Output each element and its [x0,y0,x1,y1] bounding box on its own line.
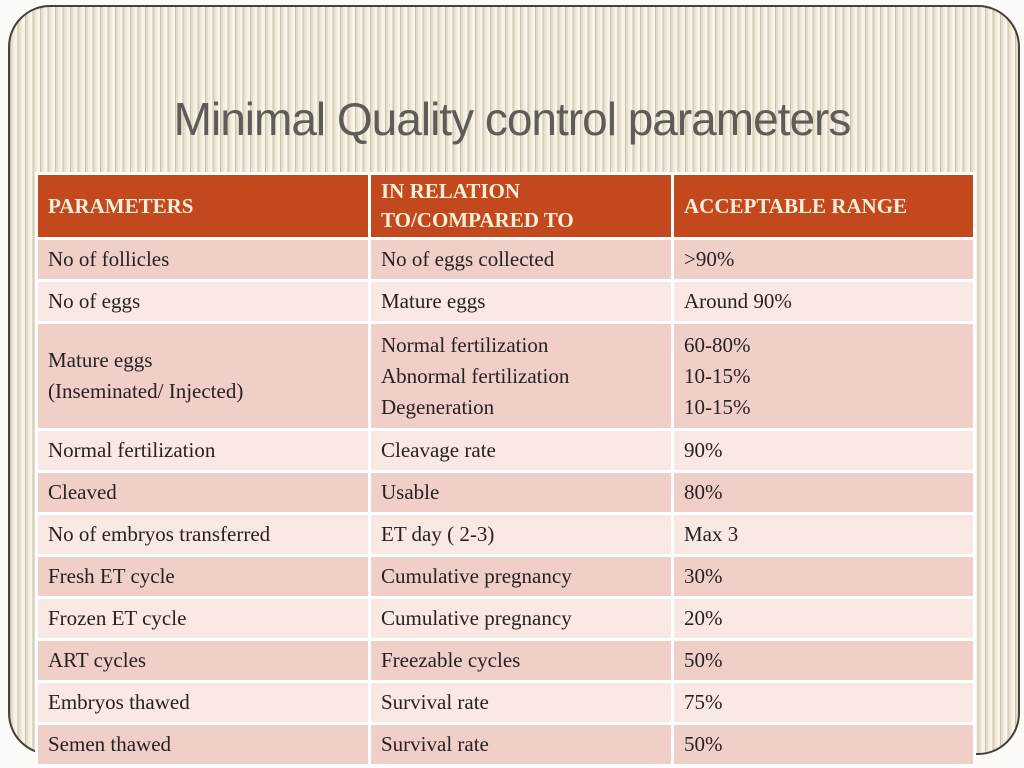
table-cell: Normal fertilization Abnormal fertilizat… [371,324,671,428]
table-cell: ART cycles [38,641,368,680]
table-cell: 50% [674,725,973,764]
table-row: ART cycles Freezable cycles 50% [38,641,973,680]
table-header-cell-parameters: PARAMETERS [38,175,368,237]
table-cell: Survival rate [371,725,671,764]
table-header-row: PARAMETERS IN RELATION TO/COMPARED TO AC… [38,175,973,237]
table-row: Frozen ET cycle Cumulative pregnancy 20% [38,599,973,638]
table-cell: >90% [674,240,973,279]
table-cell: Cleavage rate [371,431,671,470]
table-cell: Freezable cycles [371,641,671,680]
table-cell: Fresh ET cycle [38,557,368,596]
table-cell: Semen thawed [38,725,368,764]
table-cell: Mature eggs [371,282,671,321]
table-cell: Cleaved [38,473,368,512]
table-cell: Around 90% [674,282,973,321]
table-cell: 90% [674,431,973,470]
table-row: Fresh ET cycle Cumulative pregnancy 30% [38,557,973,596]
table-header-cell-relation: IN RELATION TO/COMPARED TO [371,175,671,237]
table-row: Semen thawed Survival rate 50% [38,725,973,764]
table-row: Cleaved Usable 80% [38,473,973,512]
table-cell: 75% [674,683,973,722]
table-cell: ET day ( 2-3) [371,515,671,554]
slide-title: Minimal Quality control parameters [173,93,852,145]
table-cell: 60-80% 10-15% 10-15% [674,324,973,428]
table-cell: Survival rate [371,683,671,722]
table-row: No of embryos transferred ET day ( 2-3) Ma… [38,515,973,554]
table-row: No of follicles No of eggs collected >90% [38,240,973,279]
quality-control-table: PARAMETERS IN RELATION TO/COMPARED TO AC… [35,172,976,767]
table-cell: No of embryos transferred [38,515,368,554]
table-header: PARAMETERS IN RELATION TO/COMPARED TO AC… [38,175,973,237]
table-cell: Cumulative pregnancy [371,557,671,596]
table-cell: No of eggs [38,282,368,321]
table-cell: No of eggs collected [371,240,671,279]
table-header-cell-range: ACCEPTABLE RANGE [674,175,973,237]
table-cell: 50% [674,641,973,680]
table-cell: Max 3 [674,515,973,554]
table-cell: 30% [674,557,973,596]
table-cell: 80% [674,473,973,512]
table-row: No of eggs Mature eggs Around 90% [38,282,973,321]
table-cell: Mature eggs (Inseminated/ Injected) [38,324,368,428]
table-body: No of follicles No of eggs collected >90% N… [38,240,973,764]
table-cell: Normal fertilization [38,431,368,470]
table-row: Embryos thawed Survival rate 75% [38,683,973,722]
table-cell: 20% [674,599,973,638]
table-row: Mature eggs (Inseminated/ Injected) Norma… [38,324,973,428]
table-cell: Cumulative pregnancy [371,599,671,638]
table-row: Normal fertilization Cleavage rate 90% [38,431,973,470]
table-cell: Usable [371,473,671,512]
table-cell: No of follicles [38,240,368,279]
table-cell: Embryos thawed [38,683,368,722]
table-cell: Frozen ET cycle [38,599,368,638]
